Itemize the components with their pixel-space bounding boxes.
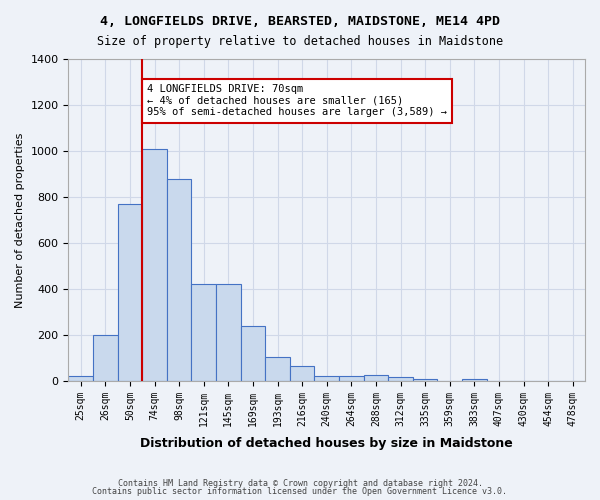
Bar (167, 178, 191, 381)
Bar (364, 375, 388, 381)
Bar (462, 378, 487, 381)
Bar (290, 366, 314, 381)
Text: 4, LONGFIELDS DRIVE, BEARSTED, MAIDSTONE, ME14 4PD: 4, LONGFIELDS DRIVE, BEARSTED, MAIDSTONE… (100, 15, 500, 28)
Bar (388, 378, 413, 381)
Bar (216, 284, 241, 381)
Bar (118, 204, 142, 381)
Bar (68, 376, 93, 381)
Bar (191, 284, 216, 381)
Bar (142, 148, 167, 381)
Text: Contains public sector information licensed under the Open Government Licence v3: Contains public sector information licen… (92, 487, 508, 496)
Bar (339, 376, 364, 381)
Y-axis label: Number of detached properties: Number of detached properties (15, 132, 25, 308)
Bar (241, 326, 265, 381)
Bar (93, 335, 118, 381)
Bar (314, 376, 339, 381)
Bar (265, 357, 290, 381)
Text: Size of property relative to detached houses in Maidstone: Size of property relative to detached ho… (97, 35, 503, 48)
X-axis label: Distribution of detached houses by size in Maidstone: Distribution of detached houses by size … (140, 437, 513, 450)
Bar (413, 378, 437, 381)
Text: Contains HM Land Registry data © Crown copyright and database right 2024.: Contains HM Land Registry data © Crown c… (118, 478, 482, 488)
Text: 4 LONGFIELDS DRIVE: 70sqm
← 4% of detached houses are smaller (165)
95% of semi-: 4 LONGFIELDS DRIVE: 70sqm ← 4% of detach… (147, 84, 447, 117)
